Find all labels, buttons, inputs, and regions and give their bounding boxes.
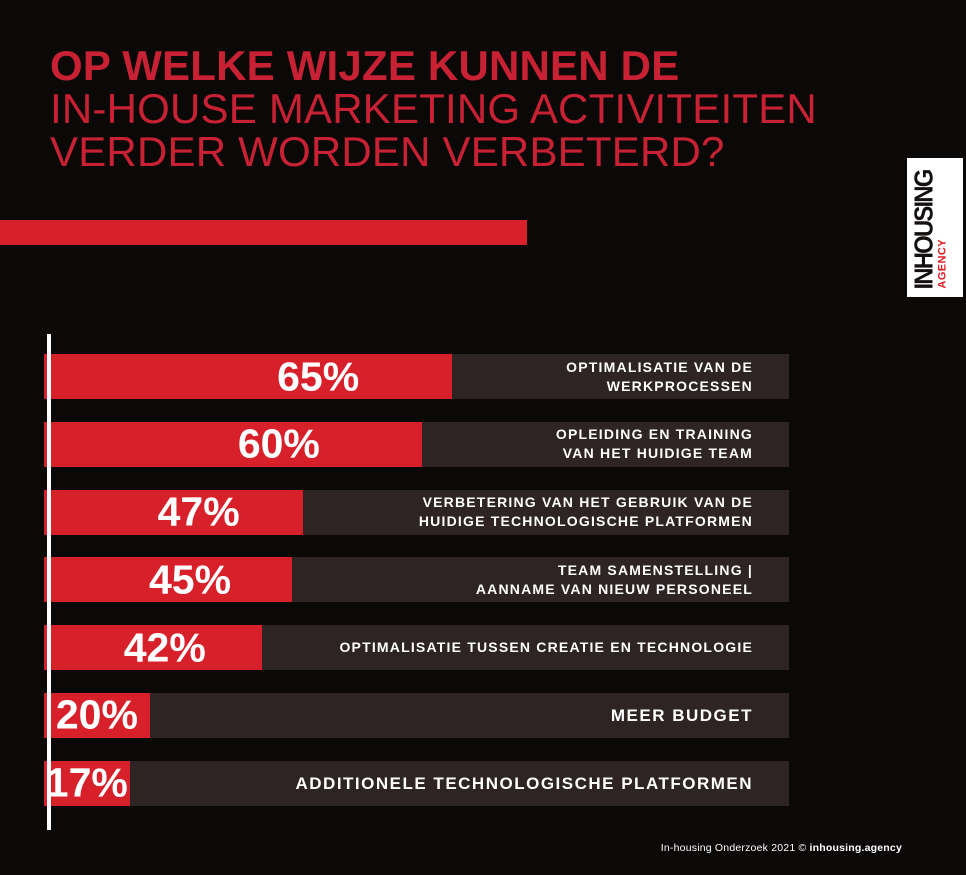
bar-value-label: 47% — [157, 488, 240, 535]
bar-row: 65% OPTIMALISATIE VAN DE WERKPROCESSEN — [44, 353, 789, 399]
bar-value-label: 45% — [149, 556, 232, 603]
source-credit-site: inhousing.agency — [809, 842, 902, 854]
bar-row: 47% VERBETERING VAN HET GEBRUIK VAN DE HU… — [44, 488, 789, 535]
logo-rotated-group: INHOUSING AGENCY — [907, 158, 963, 297]
bar-fill: 45% — [44, 556, 293, 603]
bar-row: 17% ADDITIONELE TECHNOLOGISCHE PLATFORMEN — [44, 759, 789, 806]
accent-strip — [0, 220, 527, 245]
bar-value-label: 20% — [55, 691, 138, 738]
inhousing-logo: INHOUSING AGENCY — [907, 158, 963, 297]
bar-fill: 65% — [44, 353, 453, 399]
bar-value-label: 17% — [45, 759, 128, 806]
title-line-2: IN-HOUSE MARKETING ACTIVITEITEN — [50, 85, 817, 132]
bar-fill: 60% — [44, 420, 422, 467]
title-line-3: VERDER WORDEN VERBETERD? — [50, 128, 725, 175]
bar-category-label: VERBETERING VAN HET GEBRUIK VAN DE HUIDI… — [418, 494, 753, 530]
bar-category-label: OPLEIDING EN TRAINING VAN HET HUIDIGE TE… — [555, 426, 753, 462]
bar-category-label: OPTIMALISATIE TUSSEN CREATIE EN TECHNOLO… — [339, 639, 753, 656]
chart-axis-line — [47, 334, 51, 830]
bar-category-label: TEAM SAMENSTELLING | AANNAME VAN NIEUW P… — [475, 561, 753, 597]
bar-fill: 42% — [44, 624, 262, 671]
bar-row: 45% TEAM SAMENSTELLING | AANNAME VAN NIEU… — [44, 556, 789, 603]
bar-chart: 65% OPTIMALISATIE VAN DE WERKPROCESSEN 60%… — [44, 353, 789, 806]
bar-value-label: 42% — [123, 624, 206, 671]
page-title: OP WELKE WIJZE KUNNEN DE IN-HOUSE MARKET… — [50, 44, 817, 173]
bar-fill: 20% — [44, 691, 150, 738]
bar-fill: 17% — [44, 759, 130, 806]
bar-row: 60% OPLEIDING EN TRAINING VAN HET HUIDIGE… — [44, 420, 789, 467]
source-credit-text: In-housing Onderzoek 2021 © — [660, 842, 810, 854]
bar-fill: 47% — [44, 488, 304, 535]
bar-value-label: 60% — [237, 420, 320, 467]
title-line-1: OP WELKE WIJZE KUNNEN DE — [50, 42, 680, 89]
logo-wordmark: INHOUSING — [908, 170, 938, 289]
bar-category-label: MEER BUDGET — [610, 705, 753, 725]
bar-row: 42% OPTIMALISATIE TUSSEN CREATIE EN TECHN… — [44, 624, 789, 671]
source-credit: In-housing Onderzoek 2021 © inhousing.ag… — [661, 842, 902, 854]
bar-category-label: ADDITIONELE TECHNOLOGISCHE PLATFORMEN — [295, 773, 753, 793]
bar-value-label: 65% — [277, 353, 360, 399]
bar-category-label: OPTIMALISATIE VAN DE WERKPROCESSEN — [566, 358, 753, 394]
bar-row: 20% MEER BUDGET — [44, 691, 789, 738]
